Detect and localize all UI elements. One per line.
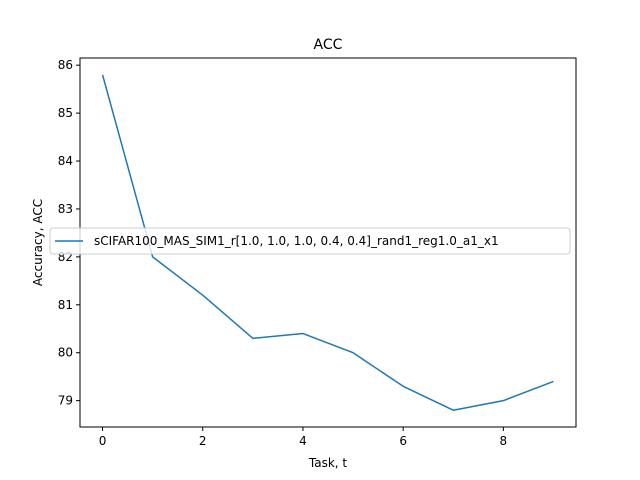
x-tick-label: 2: [199, 434, 207, 448]
legend-label: sCIFAR100_MAS_SIM1_r[1.0, 1.0, 1.0, 0.4,…: [94, 234, 499, 248]
y-tick-label: 86: [58, 58, 73, 72]
legend-box: [49, 227, 571, 255]
y-tick-label: 80: [58, 346, 73, 360]
x-tick-label: 0: [99, 434, 107, 448]
x-tick-label: 4: [299, 434, 307, 448]
y-tick-label: 81: [58, 298, 73, 312]
series-line: [101, 74, 554, 411]
y-axis-title: Accuracy, ACC: [31, 199, 45, 286]
chart-title: ACC: [314, 37, 343, 53]
y-tick-label: 83: [58, 202, 73, 216]
plot-layer: [101, 74, 554, 411]
y-tick-label: 85: [58, 106, 73, 120]
legend: sCIFAR100_MAS_SIM1_r[1.0, 1.0, 1.0, 0.4,…: [49, 227, 571, 255]
y-tick-label: 84: [58, 154, 73, 168]
x-tick-label: 6: [399, 434, 407, 448]
x-axis-title: Task, t: [308, 456, 348, 470]
x-tick-label: 8: [500, 434, 508, 448]
y-tick-label: 79: [58, 394, 73, 408]
